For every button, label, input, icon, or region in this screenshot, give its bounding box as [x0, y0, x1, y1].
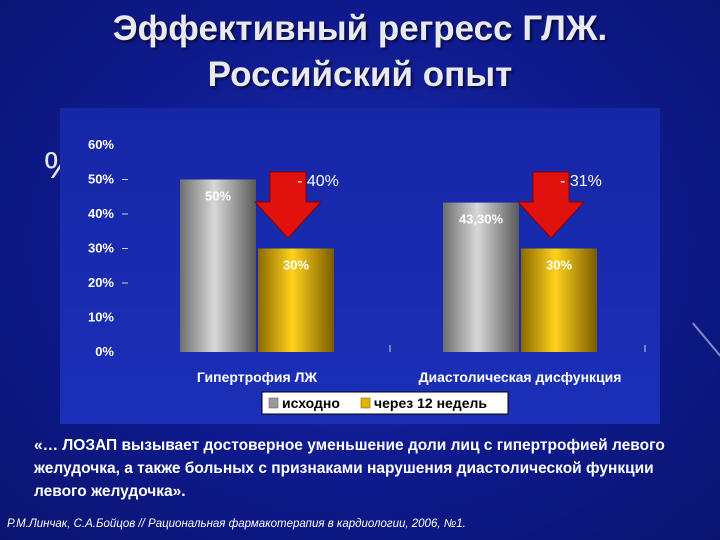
- y-tick-label: 30%: [88, 241, 114, 256]
- legend-label: исходно: [282, 395, 340, 411]
- legend-label: через 12 недель: [374, 395, 487, 411]
- legend-box: [261, 391, 509, 415]
- chart-legend: исходно через 12 недель: [261, 391, 509, 415]
- slide-title-line2: Российский опыт: [207, 55, 513, 94]
- bar: [258, 248, 334, 352]
- down-arrow-icon: [516, 171, 586, 239]
- y-tick-label: 40%: [88, 206, 114, 221]
- bar-value-label: 50%: [205, 189, 231, 204]
- x-category-label: Диастолическая дисфункция: [419, 369, 622, 385]
- slide-title: Эффективный регресс ГЛЖ. Российский опыт: [0, 6, 720, 98]
- bars-group: 50% 30% - 40% 43,30% 30% - 31%: [180, 171, 646, 352]
- y-tick-label: 60%: [88, 137, 114, 152]
- legend-swatch: [360, 397, 371, 409]
- bar-value-label: 43,30%: [459, 212, 504, 227]
- bar: [521, 248, 597, 352]
- x-category-label: Гипертрофия ЛЖ: [197, 369, 318, 385]
- y-axis: 0% 10% 20% 30% 40% 50% 60%: [88, 137, 128, 359]
- citation-text: Р.М.Линчак, С.А.Бойцов // Рациональная ф…: [7, 518, 466, 530]
- slide-title-line1: Эффективный регресс ГЛЖ.: [112, 9, 608, 48]
- reduction-label: - 40%: [297, 173, 339, 190]
- y-tick-label: 20%: [88, 275, 114, 290]
- reduction-label: - 31%: [560, 173, 602, 190]
- quote-text: «… ЛОЗАП вызывает достоверное уменьшение…: [34, 437, 665, 500]
- bar-value-label: 30%: [283, 258, 309, 273]
- bar-value-label: 30%: [546, 258, 572, 273]
- bar: [443, 202, 519, 352]
- bar-chart: 0% 10% 20% 30% 40% 50% 60% 50% 30% - 40% 43,30% 30…: [60, 108, 660, 424]
- y-tick-label: 0%: [95, 344, 114, 359]
- y-tick-label: 10%: [88, 310, 114, 325]
- x-axis-labels: Гипертрофия ЛЖ Диастолическая дисфункция: [197, 369, 622, 385]
- down-arrow-icon: [253, 171, 323, 239]
- y-tick-label: 50%: [88, 172, 114, 187]
- bar: [180, 179, 256, 352]
- legend-swatch: [268, 397, 279, 409]
- decorative-line: [692, 322, 720, 358]
